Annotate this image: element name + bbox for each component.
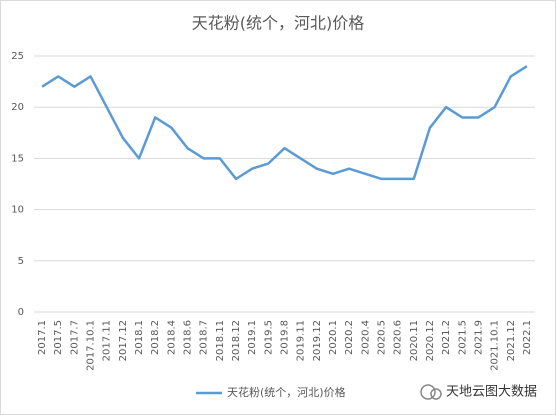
x-tick-label: 2020.1 (328, 320, 339, 355)
x-tick-label: 2017.10.1 (86, 320, 97, 371)
x-tick-label: 2020.6 (393, 320, 404, 355)
x-tick-label: 2018.12 (231, 320, 242, 361)
line (41, 65, 528, 181)
x-tick-label: 2017.7 (69, 320, 80, 355)
x-tick-label: 2018.1 (134, 320, 145, 355)
x-tick-label: 2021.2 (441, 320, 452, 355)
x-tick-label: 2017.5 (53, 320, 64, 355)
x-tick-label: 2018.6 (183, 320, 194, 355)
x-tick-label: 2017.1 (37, 320, 48, 355)
x-tick-label: 2020.5 (376, 320, 387, 355)
x-tick-label: 2017.11 (102, 320, 113, 361)
x-tick-label: 2019.5 (263, 320, 274, 355)
y-tick-label: 5 (18, 256, 24, 267)
x-tick-label: 2021.9 (473, 320, 484, 355)
y-tick-label: 20 (11, 102, 24, 113)
x-tick-label: 2021.5 (457, 320, 468, 355)
x-tick-label: 2020.4 (360, 320, 371, 355)
x-tick-label: 2019.12 (312, 320, 323, 361)
y-tick-label: 0 (18, 307, 24, 318)
y-tick-label: 10 (11, 205, 24, 216)
x-tick-label: 2018.2 (150, 320, 161, 355)
y-tick-label: 25 (11, 51, 24, 62)
legend-label: 天花粉(统个，河北)价格 (227, 385, 346, 399)
chart-title: 天花粉(统个，河北)价格 (192, 14, 365, 33)
watermark-icon (420, 384, 442, 400)
x-tick-label: 2017.12 (118, 320, 129, 361)
x-tick-label: 2018.7 (199, 320, 210, 355)
x-tick-label: 2020.2 (344, 320, 355, 355)
x-tick-label: 2020.12 (425, 320, 436, 361)
x-tick-label: 2018.4 (166, 320, 177, 355)
x-tick-label: 2018.11 (215, 320, 226, 361)
x-tick-label: 2019.8 (280, 320, 291, 355)
y-tick-label: 15 (11, 153, 24, 164)
x-tick-label: 2021.12 (506, 320, 517, 361)
x-tick-label: 2020.11 (409, 320, 420, 361)
x-tick-label: 2022.1 (522, 320, 533, 355)
x-tick-label: 2021.10.1 (490, 320, 501, 371)
x-tick-label: 2019.1 (247, 320, 258, 355)
x-tick-label: 2019.11 (296, 320, 307, 361)
watermark: 天地云图大数据 (446, 385, 537, 400)
